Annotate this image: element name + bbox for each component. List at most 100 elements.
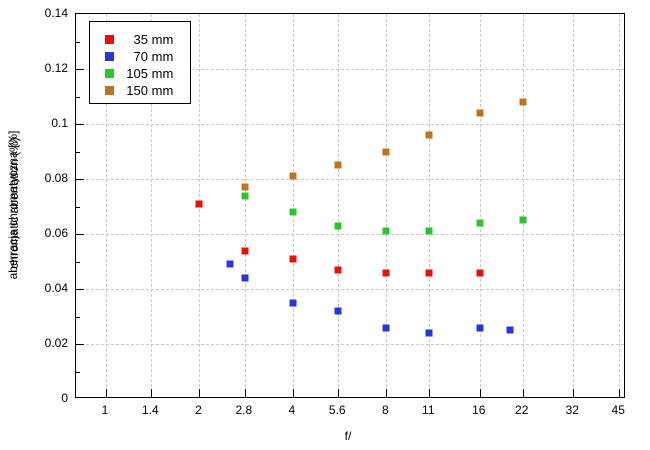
x-tick-mark-22 bbox=[522, 389, 524, 397]
point-150mm-f5.6 bbox=[334, 161, 342, 169]
legend-swatch-150mm bbox=[105, 86, 114, 95]
gridline-x-2.8 bbox=[244, 14, 246, 397]
y-minor-tick-mark bbox=[76, 261, 80, 263]
gridline-y-0.12 bbox=[76, 69, 624, 70]
x-tick-label: 32 bbox=[565, 403, 579, 417]
y-tick-label: 0 bbox=[61, 391, 68, 405]
legend-label: 150 bbox=[126, 83, 148, 98]
x-tick-label: 2 bbox=[195, 403, 202, 417]
y-axis-label-overlap: chromatic aberration (%) bbox=[7, 137, 21, 269]
gridline-x-16 bbox=[479, 14, 481, 397]
x-tick-label: 45 bbox=[611, 403, 625, 417]
legend-item-70mm: 70 mm bbox=[90, 48, 190, 65]
y-tick-label: 0.02 bbox=[44, 336, 68, 350]
point-35mm-f8 bbox=[382, 269, 390, 276]
legend-item-35mm: 35 mm bbox=[90, 31, 190, 48]
point-105mm-f4 bbox=[289, 208, 297, 216]
x-tick-mark-8 bbox=[386, 389, 388, 397]
y-minor-tick-mark bbox=[76, 206, 80, 208]
x-tick-label: 11 bbox=[422, 403, 435, 417]
legend-swatch-105mm bbox=[105, 69, 114, 78]
x-tick-label: 16 bbox=[472, 403, 486, 417]
gridline-x-5.6 bbox=[338, 14, 340, 397]
point-70mm-f2.5 bbox=[226, 260, 234, 268]
gridline-x-11 bbox=[429, 14, 431, 397]
y-tick-mark-0.08 bbox=[76, 179, 84, 180]
point-150mm-f8 bbox=[382, 148, 390, 155]
y-tick-mark-0.12 bbox=[76, 69, 84, 70]
y-minor-tick-mark bbox=[76, 316, 80, 318]
legend-label-unit: mm bbox=[148, 66, 174, 81]
point-35mm-f2 bbox=[195, 200, 203, 208]
y-minor-tick-mark bbox=[76, 371, 80, 373]
gridline-x-1 bbox=[106, 14, 107, 397]
legend-label: 35 bbox=[133, 32, 148, 47]
gridline-x-32 bbox=[573, 14, 575, 397]
point-35mm-f4 bbox=[289, 255, 297, 263]
x-tick-mark-11 bbox=[429, 389, 431, 397]
x-tick-label: 5.6 bbox=[328, 403, 346, 417]
legend-swatch-35mm bbox=[105, 35, 114, 44]
x-tick-mark-32 bbox=[573, 389, 575, 397]
gridline-y-0.04 bbox=[76, 289, 624, 290]
point-105mm-f11 bbox=[425, 227, 433, 235]
legend: 35 mm 70 mm 105 mm 150 mm bbox=[89, 21, 191, 104]
gridline-x-45 bbox=[619, 14, 621, 397]
legend-swatch-70mm bbox=[105, 52, 114, 61]
point-70mm-f4 bbox=[289, 299, 297, 307]
point-70mm-f16 bbox=[476, 324, 484, 331]
point-35mm-f11 bbox=[425, 269, 433, 276]
y-minor-tick-mark bbox=[76, 151, 80, 153]
y-tick-label: 0.14 bbox=[44, 6, 68, 20]
point-35mm-f5.6 bbox=[334, 266, 342, 274]
y-tick-label: 0.1 bbox=[51, 116, 68, 130]
x-tick-label: 1.4 bbox=[142, 403, 159, 417]
legend-label: 70 bbox=[133, 49, 148, 64]
point-150mm-f2.8 bbox=[241, 183, 249, 191]
point-150mm-f22 bbox=[519, 98, 527, 106]
gridline-y-0.02 bbox=[76, 344, 624, 345]
gridline-x-8 bbox=[386, 14, 388, 397]
x-tick-mark-5.6 bbox=[338, 389, 340, 397]
legend-item-105mm: 105 mm bbox=[90, 65, 190, 82]
point-70mm-f20 bbox=[506, 326, 514, 334]
point-105mm-f8 bbox=[382, 227, 390, 235]
plot-area: 35 mm 70 mm 105 mm 150 mm bbox=[75, 13, 625, 398]
point-150mm-f11 bbox=[425, 131, 433, 139]
legend-label-unit: mm bbox=[148, 49, 174, 64]
point-70mm-f5.6 bbox=[334, 307, 342, 315]
gridline-x-4 bbox=[292, 14, 294, 397]
x-tick-label: 2.8 bbox=[235, 403, 253, 417]
point-105mm-f5.6 bbox=[334, 222, 342, 230]
gridline-x-22 bbox=[522, 14, 524, 397]
point-105mm-f22 bbox=[519, 216, 527, 224]
gridline-y-0.06 bbox=[76, 234, 624, 235]
y-minor-tick-mark bbox=[76, 96, 80, 98]
x-tick-mark-2 bbox=[199, 389, 201, 397]
point-70mm-f2.8 bbox=[241, 274, 249, 282]
x-tick-label: 22 bbox=[515, 403, 529, 417]
x-tick-label: 4 bbox=[288, 403, 296, 417]
x-tick-mark-16 bbox=[479, 389, 481, 397]
x-axis-label: f/ bbox=[344, 429, 352, 443]
point-150mm-f4 bbox=[289, 172, 297, 180]
legend-label: 105 bbox=[126, 66, 148, 81]
gridline-y-0.08 bbox=[76, 179, 624, 180]
point-70mm-f11 bbox=[425, 329, 433, 337]
point-105mm-f16 bbox=[476, 219, 484, 227]
point-70mm-f8 bbox=[382, 324, 390, 331]
x-tick-mark-45 bbox=[619, 389, 621, 397]
gridline-y-0.1 bbox=[76, 124, 624, 125]
point-150mm-f16 bbox=[476, 109, 484, 117]
legend-label-unit: mm bbox=[148, 32, 174, 47]
x-tick-mark-2.8 bbox=[244, 389, 246, 397]
x-tick-mark-4 bbox=[292, 389, 294, 397]
y-tick-mark-0.04 bbox=[76, 289, 84, 290]
x-tick-mark-1.4 bbox=[151, 389, 153, 397]
y-tick-mark-0.02 bbox=[76, 344, 84, 345]
y-tick-label: 0.04 bbox=[44, 281, 68, 295]
legend-label-unit: mm bbox=[148, 83, 174, 98]
gridline-x-1.4 bbox=[151, 14, 153, 397]
x-tick-label: 8 bbox=[382, 403, 389, 417]
